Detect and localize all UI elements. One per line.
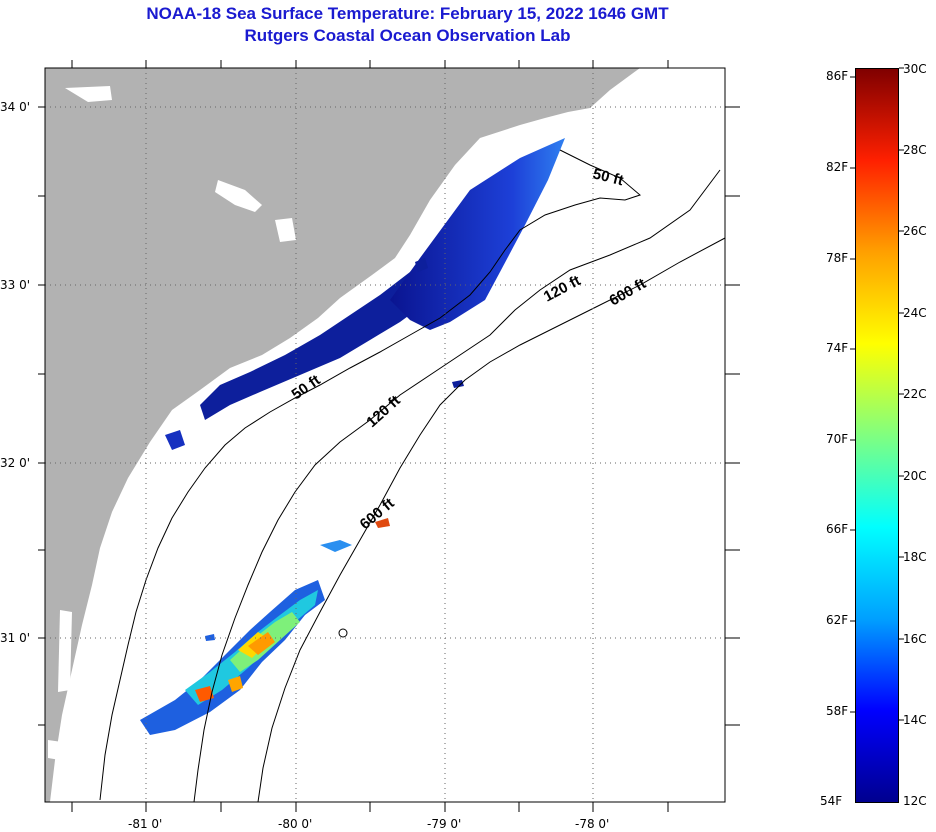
contour-50ft bbox=[99, 149, 641, 801]
lat-label-33: 33 0' bbox=[0, 278, 30, 292]
map-subtitle: Rutgers Coastal Ocean Observation Lab bbox=[244, 26, 571, 45]
lon-label-79: -79 0' bbox=[427, 817, 461, 831]
contour-label-50ft-north: 50 ft bbox=[591, 165, 625, 189]
colorbar-c-label: 22C bbox=[903, 387, 927, 401]
lon-label-81: -81 0' bbox=[128, 817, 162, 831]
colorbar-c-label: 14C bbox=[903, 713, 927, 727]
lon-label-80: -80 0' bbox=[278, 817, 312, 831]
colorbar-c-label: 12C bbox=[903, 794, 927, 808]
colorbar-f-label: 82F bbox=[826, 160, 849, 174]
map-frame bbox=[44, 67, 726, 803]
colorbar-f-label: 62F bbox=[826, 613, 849, 627]
sst-swath-northeast bbox=[390, 138, 565, 330]
lat-label-31: 31 0' bbox=[0, 631, 30, 645]
colorbar-c-label: 24C bbox=[903, 306, 927, 320]
colorbar-c-label: 30C bbox=[903, 62, 927, 76]
colorbar-f-label: 70F bbox=[826, 432, 849, 446]
lat-label-32: 32 0' bbox=[0, 456, 30, 470]
colorbar-c-label: 28C bbox=[903, 143, 927, 157]
colorbar bbox=[855, 68, 899, 803]
colorbar-f-label: 66F bbox=[826, 522, 849, 536]
graticule bbox=[45, 68, 725, 802]
lat-label-34: 34 0' bbox=[0, 100, 30, 114]
colorbar-f-label: 74F bbox=[826, 341, 849, 355]
sst-southern-patch bbox=[140, 518, 390, 735]
land-mass bbox=[45, 68, 640, 802]
colorbar-c-label: 20C bbox=[903, 469, 927, 483]
colorbar-c-label: 16C bbox=[903, 632, 927, 646]
colorbar-c-label: 26C bbox=[903, 224, 927, 238]
sst-nearshore-band bbox=[200, 225, 470, 420]
contour-120ft bbox=[193, 169, 721, 802]
colorbar-f-label: 78F bbox=[826, 251, 849, 265]
colorbar-f-label: 58F bbox=[826, 704, 849, 718]
colorbar-ticks bbox=[850, 67, 904, 721]
map-title: NOAA-18 Sea Surface Temperature: Februar… bbox=[146, 4, 669, 23]
colorbar-f-label: 86F bbox=[826, 69, 849, 83]
lon-label-78: -78 0' bbox=[575, 817, 609, 831]
colorbar-f-label: 54F bbox=[820, 794, 843, 808]
colorbar-c-label: 18C bbox=[903, 550, 927, 564]
